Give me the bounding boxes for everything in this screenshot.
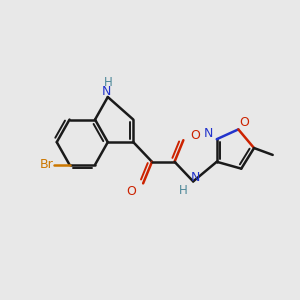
Text: H: H bbox=[179, 184, 188, 197]
Text: O: O bbox=[126, 185, 136, 198]
Text: O: O bbox=[190, 129, 200, 142]
Text: N: N bbox=[102, 85, 112, 98]
Text: N: N bbox=[204, 127, 214, 140]
Text: Br: Br bbox=[40, 158, 54, 171]
Text: O: O bbox=[239, 116, 249, 129]
Text: H: H bbox=[103, 76, 112, 89]
Text: N: N bbox=[190, 171, 200, 184]
